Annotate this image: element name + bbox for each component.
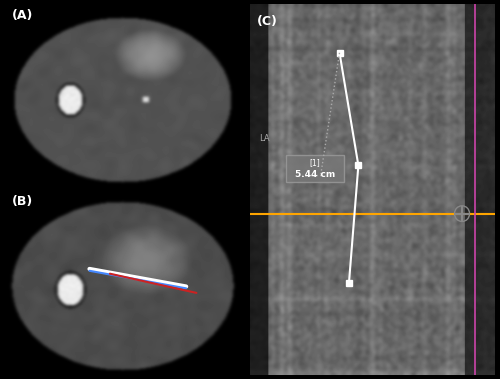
- Text: 5.44 cm: 5.44 cm: [295, 170, 335, 179]
- Text: (C): (C): [258, 15, 278, 28]
- Text: [1]: [1]: [310, 158, 320, 167]
- Text: (B): (B): [12, 195, 34, 208]
- Text: (A): (A): [12, 9, 34, 22]
- FancyBboxPatch shape: [286, 155, 344, 182]
- Text: LA: LA: [260, 134, 270, 143]
